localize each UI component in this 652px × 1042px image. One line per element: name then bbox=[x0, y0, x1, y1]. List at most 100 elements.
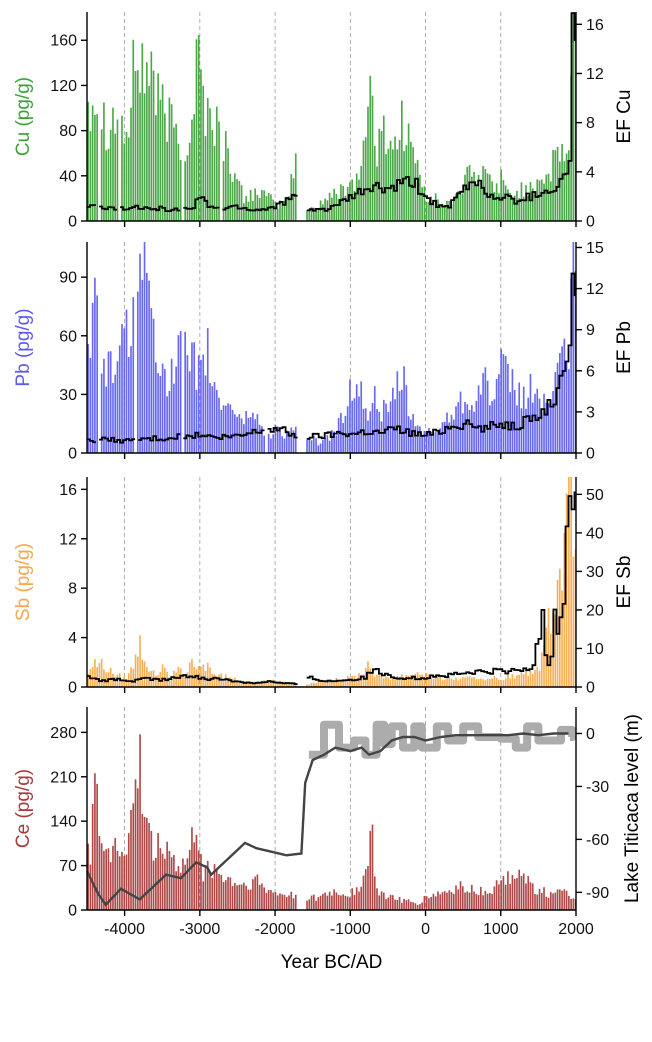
bar bbox=[360, 381, 363, 453]
bar bbox=[572, 898, 575, 910]
bar bbox=[398, 676, 401, 687]
bar bbox=[100, 658, 103, 687]
bar bbox=[504, 185, 507, 221]
bar bbox=[159, 99, 162, 221]
bar bbox=[461, 413, 464, 453]
bar bbox=[331, 197, 333, 221]
bar bbox=[202, 664, 205, 687]
bar bbox=[450, 414, 453, 453]
bar bbox=[484, 890, 487, 910]
bar bbox=[385, 899, 387, 910]
bar bbox=[279, 680, 281, 687]
bar bbox=[364, 667, 367, 687]
bar bbox=[407, 899, 410, 910]
bar bbox=[261, 426, 263, 453]
bar bbox=[428, 674, 430, 687]
bar bbox=[450, 892, 453, 910]
bar bbox=[206, 662, 209, 687]
bar bbox=[229, 173, 232, 221]
bar bbox=[127, 357, 130, 453]
bar bbox=[175, 672, 177, 687]
bar bbox=[150, 671, 153, 687]
bar bbox=[346, 896, 349, 910]
bar bbox=[263, 680, 265, 687]
bar bbox=[430, 196, 433, 221]
bar bbox=[197, 850, 200, 910]
bar bbox=[252, 879, 254, 910]
bar bbox=[561, 346, 563, 453]
bar bbox=[570, 278, 572, 453]
bar bbox=[310, 440, 313, 453]
bar bbox=[103, 850, 105, 910]
bar bbox=[279, 200, 281, 221]
bar bbox=[227, 403, 229, 453]
bar bbox=[387, 148, 390, 221]
bar bbox=[184, 675, 187, 687]
bar bbox=[143, 661, 146, 687]
bar bbox=[184, 331, 187, 453]
bar bbox=[430, 431, 433, 453]
bar bbox=[317, 207, 320, 221]
bar bbox=[545, 402, 548, 453]
bar bbox=[344, 195, 347, 221]
ef-line-pb bbox=[87, 272, 576, 444]
bar bbox=[258, 682, 261, 687]
bar bbox=[495, 183, 498, 221]
bar bbox=[437, 891, 439, 910]
bar bbox=[414, 163, 417, 221]
bar bbox=[317, 897, 320, 910]
right-tick-label: 0 bbox=[586, 214, 595, 231]
bar bbox=[96, 295, 98, 453]
bar bbox=[322, 439, 324, 453]
bar bbox=[455, 406, 457, 453]
bar bbox=[455, 677, 457, 687]
bar bbox=[414, 903, 417, 910]
bar bbox=[513, 195, 516, 221]
bar bbox=[439, 894, 442, 910]
bar bbox=[204, 864, 207, 910]
bar bbox=[554, 614, 557, 687]
bar bbox=[502, 680, 505, 687]
bar bbox=[525, 185, 527, 221]
bar bbox=[184, 161, 187, 221]
bar bbox=[127, 833, 130, 910]
lake-level-line bbox=[85, 732, 569, 907]
bar bbox=[565, 362, 568, 453]
bar bbox=[376, 888, 378, 910]
bar bbox=[446, 200, 448, 221]
bar bbox=[405, 675, 408, 687]
bar bbox=[473, 411, 475, 453]
bar bbox=[143, 242, 146, 453]
bar bbox=[188, 849, 191, 910]
bar bbox=[161, 664, 164, 687]
bar bbox=[107, 848, 110, 910]
bar bbox=[563, 533, 566, 687]
bar bbox=[245, 410, 247, 453]
right-tick-label: 8 bbox=[586, 115, 595, 132]
bar bbox=[317, 681, 320, 687]
bar bbox=[136, 291, 139, 453]
right-axis-title: EF Pb bbox=[614, 321, 635, 374]
bar bbox=[261, 680, 263, 687]
bar bbox=[98, 835, 101, 910]
bar bbox=[159, 375, 162, 453]
bar bbox=[423, 895, 426, 910]
bar bbox=[326, 435, 329, 453]
bar bbox=[527, 195, 530, 221]
bar bbox=[464, 174, 466, 221]
right-tick-label: -60 bbox=[586, 832, 609, 849]
bar bbox=[558, 161, 561, 221]
bar bbox=[157, 73, 159, 221]
bar bbox=[211, 673, 214, 687]
bar bbox=[522, 196, 525, 221]
bar bbox=[410, 901, 412, 910]
bar bbox=[353, 675, 356, 687]
bar bbox=[457, 680, 460, 687]
bar bbox=[464, 677, 466, 687]
bar bbox=[405, 900, 408, 910]
bar bbox=[437, 674, 439, 687]
bar bbox=[227, 678, 229, 687]
bar bbox=[121, 324, 123, 453]
bar bbox=[173, 855, 175, 910]
bar bbox=[563, 338, 566, 453]
